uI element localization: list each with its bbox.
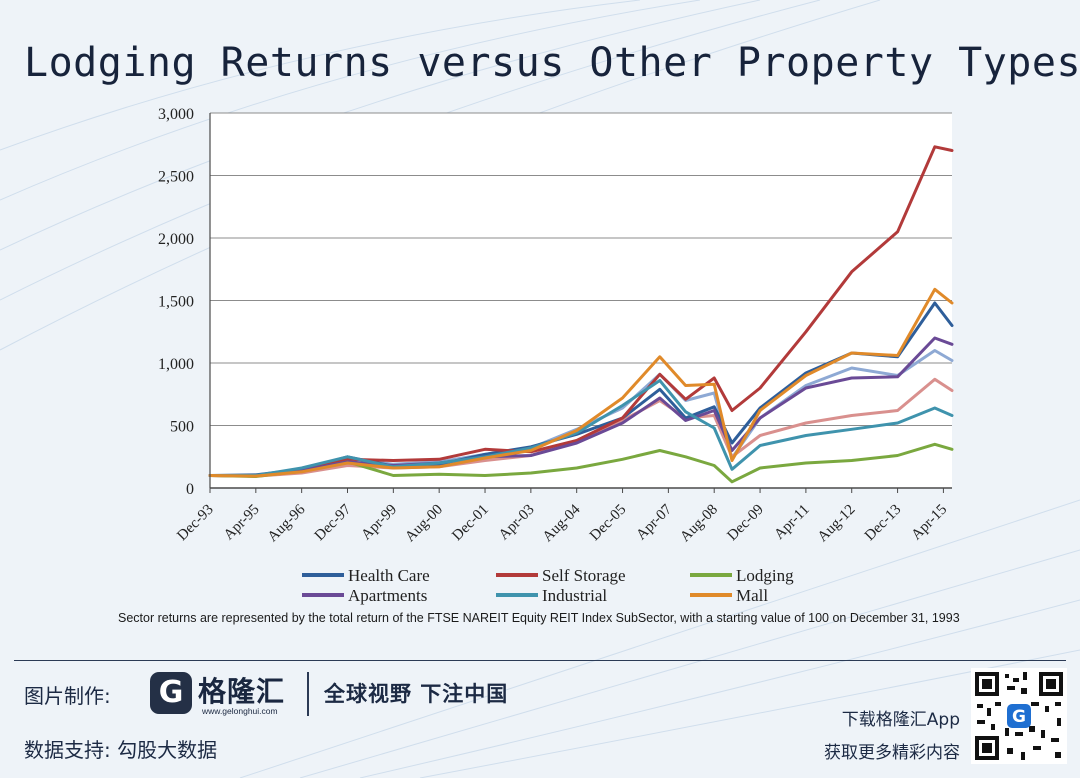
x-tick-label: Apr-07 bbox=[633, 501, 675, 543]
legend-label-self-storage: Self Storage bbox=[542, 566, 626, 585]
credit-label: 图片制作: bbox=[24, 684, 111, 708]
logo-mark: G bbox=[150, 672, 192, 714]
svg-text:G: G bbox=[1012, 707, 1026, 727]
logo-url: www.gelonghui.com bbox=[202, 706, 278, 716]
chart-footnote: Sector returns are represented by the to… bbox=[118, 611, 960, 625]
slogan: 全球视野 下注中国 bbox=[324, 682, 509, 706]
legend-label-health-care: Health Care bbox=[348, 566, 430, 585]
footer-vertical-divider bbox=[307, 672, 309, 716]
y-tick-label: 0 bbox=[186, 481, 194, 498]
app-download-text: 下载格隆汇App bbox=[841, 710, 960, 730]
x-tick-label: Apr-11 bbox=[771, 502, 812, 543]
data-source-label: 数据支持: 勾股大数据 bbox=[24, 738, 218, 762]
x-tick-label: Aug-12 bbox=[815, 502, 859, 546]
x-tick-label: Dec-13 bbox=[862, 502, 905, 545]
series-layer bbox=[208, 145, 954, 484]
legend: Health Care Self Storage Lodging Apartments… bbox=[302, 566, 794, 605]
page-title: Lodging Returns versus Other Property Ty… bbox=[24, 40, 1080, 86]
x-tick-label: Aug-00 bbox=[402, 502, 446, 546]
gelonghui-logo: G 格隆汇 www.gelonghui.com bbox=[150, 670, 300, 718]
qr-code[interactable]: G bbox=[971, 668, 1067, 764]
app-promo-text: 获取更多精彩内容 bbox=[824, 743, 960, 763]
footer-divider-line bbox=[14, 660, 1066, 661]
series-line-mall bbox=[208, 287, 954, 478]
y-tick-label: 2,000 bbox=[158, 231, 194, 248]
legend-label-mall: Mall bbox=[736, 586, 768, 605]
x-tick-label: Dec-97 bbox=[312, 501, 355, 544]
logo-text: 格隆汇 bbox=[198, 675, 286, 708]
x-tick-label: Aug-04 bbox=[540, 501, 584, 545]
x-tick-label: Apr-99 bbox=[358, 502, 400, 544]
x-tick-label: Dec-09 bbox=[724, 502, 767, 545]
series-line-industrial bbox=[208, 379, 954, 477]
y-tick-label: 3,000 bbox=[158, 106, 194, 123]
x-tick-label: Dec-93 bbox=[174, 502, 217, 545]
y-tick-label: 2,500 bbox=[158, 169, 194, 186]
x-tick-label: Dec-01 bbox=[449, 502, 492, 545]
y-tick-label: 1,500 bbox=[158, 294, 194, 311]
x-tick-label: Apr-03 bbox=[496, 502, 538, 544]
x-tick-label: Apr-15 bbox=[908, 502, 950, 544]
x-tick-label: Apr-95 bbox=[221, 502, 263, 544]
y-tick-label: 1,000 bbox=[158, 356, 194, 373]
legend-label-apartments: Apartments bbox=[348, 586, 427, 605]
y-tick-label: 500 bbox=[170, 419, 194, 436]
x-tick-label: Dec-05 bbox=[587, 502, 630, 545]
x-tick-label: Aug-96 bbox=[265, 501, 309, 545]
legend-label-industrial: Industrial bbox=[542, 586, 607, 605]
x-tick-label: Aug-08 bbox=[677, 502, 721, 546]
legend-label-lodging: Lodging bbox=[736, 566, 794, 585]
